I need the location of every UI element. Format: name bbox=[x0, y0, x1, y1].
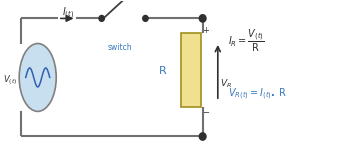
Ellipse shape bbox=[143, 15, 148, 21]
Ellipse shape bbox=[19, 44, 56, 111]
Text: $\mathit{V}_{(t)}$: $\mathit{V}_{(t)}$ bbox=[3, 73, 17, 87]
Text: $\mathit{V}_{R(t)} = \mathit{I}_{(t)}\mathbf{.}\,\mathrm{R}$: $\mathit{V}_{R(t)} = \mathit{I}_{(t)}\ma… bbox=[228, 86, 287, 102]
Text: $\mathit{I}_{(t)}$: $\mathit{I}_{(t)}$ bbox=[62, 5, 74, 21]
Ellipse shape bbox=[199, 133, 206, 140]
Text: +: + bbox=[202, 26, 210, 35]
Ellipse shape bbox=[199, 15, 206, 22]
Ellipse shape bbox=[99, 15, 104, 21]
Text: $\mathrm{R}$: $\mathrm{R}$ bbox=[158, 64, 167, 76]
Text: $\mathit{V}_R$: $\mathit{V}_R$ bbox=[220, 77, 232, 90]
Text: switch: switch bbox=[108, 43, 132, 52]
Bar bbox=[181, 33, 201, 107]
Text: $\mathit{I}_R = \dfrac{\mathit{V}_{(t)}}{\mathrm{R}}$: $\mathit{I}_R = \dfrac{\mathit{V}_{(t)}}… bbox=[228, 27, 265, 53]
Text: −: − bbox=[202, 108, 210, 117]
